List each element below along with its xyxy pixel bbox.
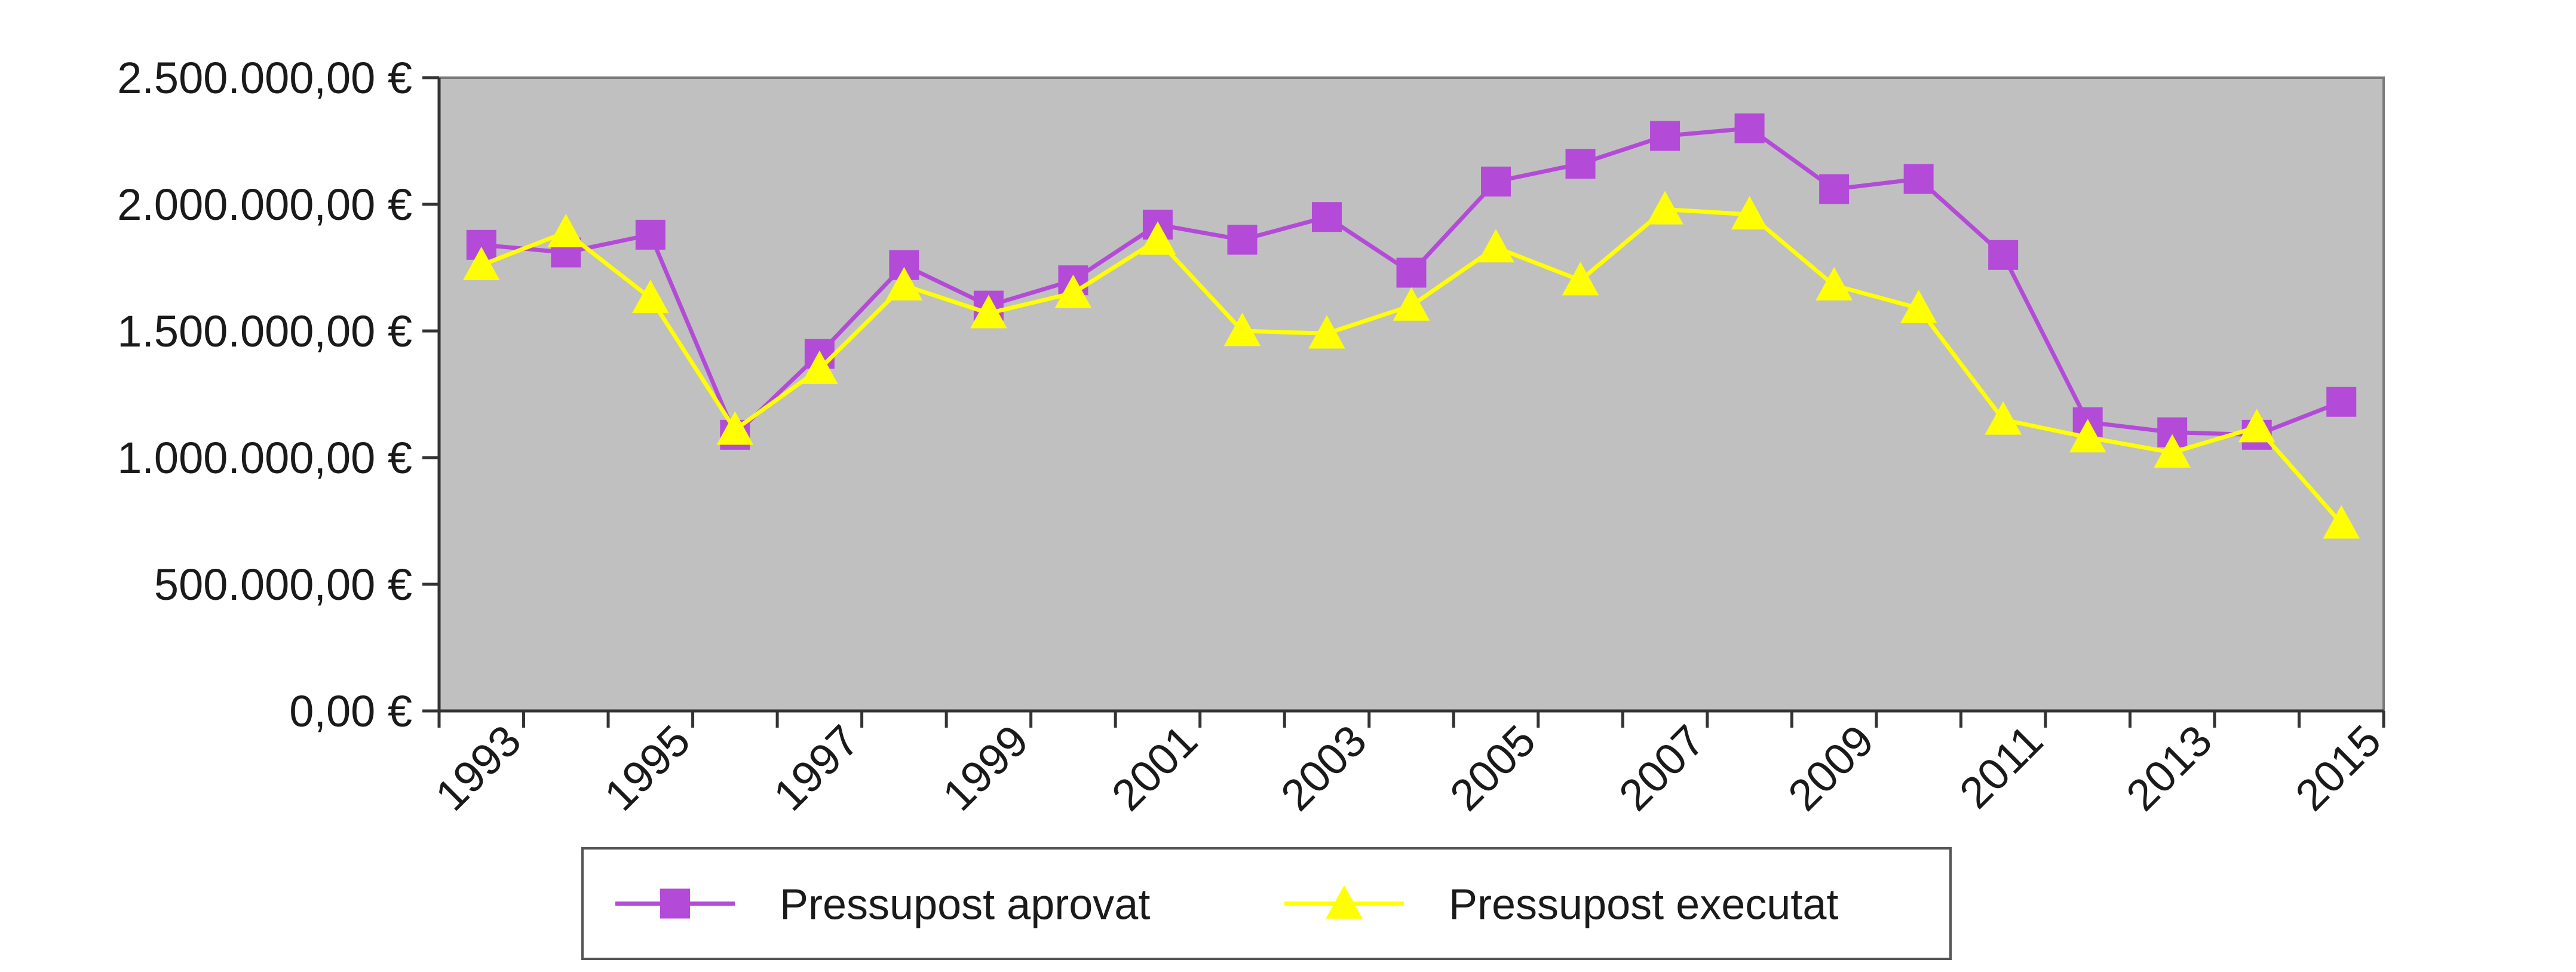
x-tick-label: 2003 xyxy=(1271,716,1376,820)
data-point-executed xyxy=(547,213,585,247)
x-tick-label: 1997 xyxy=(764,716,869,820)
data-point-executed xyxy=(462,246,500,280)
data-point-approved xyxy=(635,219,666,250)
data-point-approved xyxy=(1903,164,1934,194)
data-point-approved xyxy=(1650,121,1680,151)
x-tick-label: 1999 xyxy=(933,716,1038,820)
y-tick-label: 2.500.000,00 € xyxy=(117,53,412,103)
y-tick-label: 2.000.000,00 € xyxy=(117,180,412,229)
data-point-approved xyxy=(1734,113,1765,143)
data-point-executed xyxy=(1223,312,1261,347)
data-point-executed xyxy=(1139,221,1176,255)
data-point-executed xyxy=(2323,505,2360,539)
legend-box xyxy=(581,847,1952,960)
data-point-approved xyxy=(1988,240,2019,270)
legend-marker-executed xyxy=(1326,885,1363,919)
legend-label-approved: Pressupost aprovat xyxy=(780,881,1150,929)
data-point-executed xyxy=(801,350,838,384)
data-point-executed xyxy=(1816,266,1853,301)
y-tick-label: 1.500.000,00 € xyxy=(117,306,412,356)
data-point-executed xyxy=(1393,287,1430,321)
data-point-executed xyxy=(2069,419,2106,453)
x-tick-label: 1995 xyxy=(595,716,700,820)
x-tick-label: 2011 xyxy=(1950,716,2052,818)
data-point-executed xyxy=(716,411,754,445)
plot-area xyxy=(438,76,2385,712)
data-point-approved xyxy=(1819,174,1850,204)
data-point-executed xyxy=(1731,196,1768,230)
y-tick-label: 500.000,00 € xyxy=(154,560,412,609)
data-point-executed xyxy=(1054,274,1092,308)
data-point-approved xyxy=(1227,225,1258,255)
data-point-executed xyxy=(970,295,1007,329)
x-tick-label: 2013 xyxy=(2117,716,2221,820)
data-point-executed xyxy=(2154,434,2191,468)
data-point-approved xyxy=(2326,387,2357,417)
data-point-executed xyxy=(1477,229,1514,263)
data-point-approved xyxy=(1565,149,1596,179)
data-point-executed xyxy=(2238,409,2276,443)
data-point-approved xyxy=(1396,257,1427,288)
y-tick-label: 1.000.000,00 € xyxy=(117,433,412,483)
data-point-executed xyxy=(1900,290,1937,324)
x-tick-label: 2015 xyxy=(2286,716,2390,820)
data-point-executed xyxy=(885,266,923,301)
x-tick-label: 2001 xyxy=(1102,716,1207,820)
data-point-executed xyxy=(1985,401,2022,435)
data-point-executed xyxy=(1562,262,1599,296)
data-point-executed xyxy=(632,280,669,314)
data-point-approved xyxy=(1311,202,1342,232)
data-point-approved xyxy=(1481,166,1511,197)
y-tick-label: 0,00 € xyxy=(289,686,412,736)
data-point-executed xyxy=(1646,191,1683,225)
x-tick-label: 2005 xyxy=(1440,716,1545,820)
legend-label-executed: Pressupost executat xyxy=(1449,881,1838,929)
x-tick-label: 2007 xyxy=(1609,716,1714,820)
x-tick-label: 2009 xyxy=(1778,716,1883,820)
data-point-executed xyxy=(1308,315,1345,349)
legend-marker-approved xyxy=(660,888,690,919)
x-tick-label: 1993 xyxy=(426,716,530,820)
